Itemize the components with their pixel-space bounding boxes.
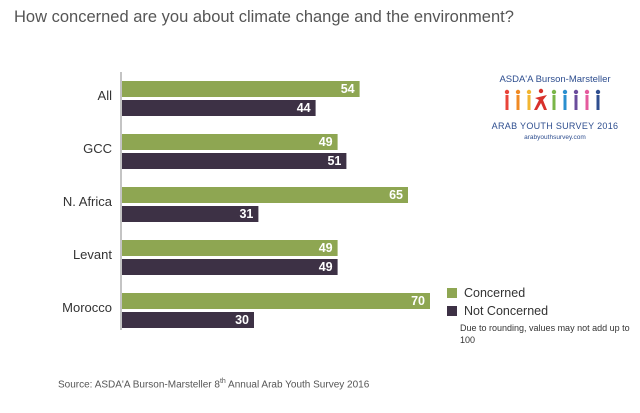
category-label: Levant [73,247,112,262]
bar-value-label: 49 [319,241,333,255]
bar-concerned [122,134,338,150]
chart-legend: Concerned Not Concerned [447,284,548,320]
bar-value-label: 31 [239,207,253,221]
bar-not-concerned [122,100,316,116]
legend-label-not-concerned: Not Concerned [464,304,549,318]
category-label: N. Africa [63,194,113,209]
bar-concerned [122,240,338,256]
legend-item-not-concerned: Not Concerned [447,302,548,320]
bar-value-label: 70 [411,294,425,308]
bar-concerned [122,81,360,97]
logo-people-icon [504,88,601,110]
bar-concerned [122,187,408,203]
logo-url-text: arabyouthsurvey.com [524,134,586,141]
bar-value-label: 65 [389,188,403,202]
legend-label-concerned: Concerned [464,286,526,300]
logo-brand-text: ASDA'A Burson-Marsteller [499,74,611,85]
bar-value-label: 49 [319,135,333,149]
bar-not-concerned [122,206,259,222]
bar-not-concerned [122,259,338,275]
source-suffix: Annual Arab Youth Survey 2016 [225,379,370,391]
bar-concerned [122,293,430,309]
category-label: GCC [83,141,112,156]
legend-swatch-concerned [447,288,457,298]
bar-value-label: 51 [327,154,341,168]
legend-swatch-not-concerned [447,306,457,316]
bar-not-concerned [122,312,254,328]
legend-item-concerned: Concerned [447,284,548,302]
logo-survey-text: ARAB YOUTH SURVEY 2016 [491,121,619,131]
category-label: Morocco [62,300,112,315]
source-prefix: Source: ASDA'A Burson-Marsteller 8 [58,379,220,391]
bar-value-label: 49 [319,260,333,274]
survey-logo: ASDA'A Burson-Marsteller ARAB YOUTH SURV… [490,74,620,141]
bar-value-label: 30 [235,313,249,327]
category-label: All [98,88,113,103]
source-ordinal: th [219,378,226,385]
source-note: Source: ASDA'A Burson-Marsteller 8th Ann… [58,378,369,390]
bar-value-label: 54 [341,82,355,96]
rounding-note: Due to rounding, values may not add up t… [460,323,630,345]
bar-value-label: 44 [297,101,311,115]
bar-not-concerned [122,153,347,169]
chart-title: How concerned are you about climate chan… [14,8,514,26]
